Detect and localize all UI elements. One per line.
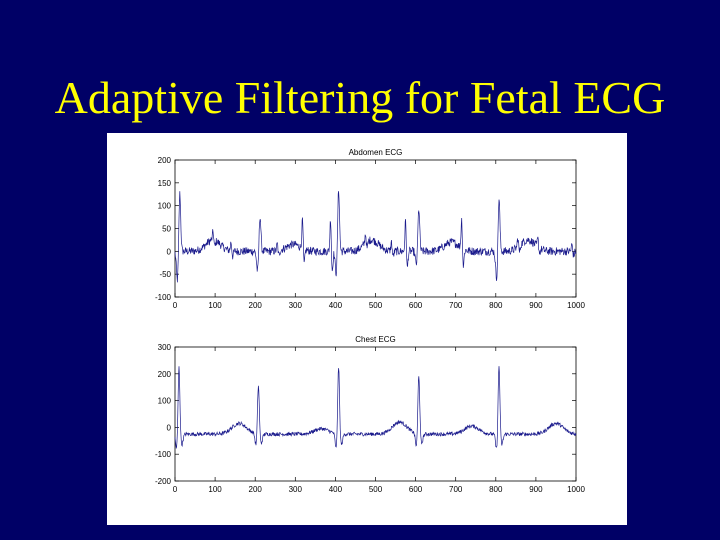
abdomen-ecg-series-line — [174, 191, 577, 283]
abdomen-y-tick-label: 200 — [158, 156, 172, 165]
chest-ecg-plot: Chest ECG 0 100 200 300 400 500 600 700 800 900 100… — [155, 335, 585, 494]
abdomen-axes-frame — [174, 159, 577, 298]
abdomen-x-tick-label: 700 — [449, 301, 463, 310]
abdomen-y-tick-label: -50 — [159, 270, 171, 279]
chest-ecg-series-line — [174, 366, 577, 450]
chest-x-tick-label: 200 — [249, 485, 263, 494]
chest-x-tick-label: 700 — [449, 485, 463, 494]
chest-x-tick-label: 400 — [329, 485, 343, 494]
chest-y-tick-label: 100 — [158, 397, 172, 406]
abdomen-x-tick-label: 100 — [208, 301, 222, 310]
chest-x-tick-label: 300 — [289, 485, 303, 494]
abdomen-x-tick-label: 300 — [289, 301, 303, 310]
chest-x-tick-label: 500 — [369, 485, 383, 494]
slide-title: Adaptive Filtering for Fetal ECG — [54, 72, 666, 123]
figure-panel: Abdomen ECG 0 100 200 300 400 500 600 700 800 900 1… — [107, 133, 627, 525]
abdomen-x-tick-label: 500 — [369, 301, 383, 310]
abdomen-x-tick-label: 1000 — [567, 301, 585, 310]
abdomen-y-tick-label: 50 — [162, 225, 171, 234]
chest-x-tick-label: 1000 — [567, 485, 585, 494]
abdomen-x-tick-label: 0 — [173, 301, 178, 310]
chest-axes-frame — [174, 346, 577, 482]
chest-y-tick-label: -200 — [155, 477, 172, 486]
abdomen-x-tick-label: 400 — [329, 301, 343, 310]
chest-x-tick-label: 0 — [173, 485, 178, 494]
chest-x-tick-label: 900 — [529, 485, 543, 494]
abdomen-x-tick-label: 600 — [409, 301, 423, 310]
abdomen-plot-title: Abdomen ECG — [349, 148, 403, 157]
chest-y-tick-label: 300 — [158, 343, 172, 352]
chest-x-tick-label: 800 — [489, 485, 503, 494]
abdomen-x-tick-label: 900 — [529, 301, 543, 310]
abdomen-y-tick-label: -100 — [155, 293, 172, 302]
chest-x-tick-label: 600 — [409, 485, 423, 494]
abdomen-y-tick-label: 0 — [167, 247, 172, 256]
chest-y-tick-label: -100 — [155, 450, 172, 459]
abdomen-y-tick-label: 150 — [158, 179, 172, 188]
chest-x-tick-label: 100 — [208, 485, 222, 494]
abdomen-y-tick-label: 100 — [158, 202, 172, 211]
abdomen-x-tick-label: 200 — [249, 301, 263, 310]
chest-plot-title: Chest ECG — [355, 335, 395, 344]
chest-y-tick-label: 200 — [158, 370, 172, 379]
abdomen-x-tick-label: 800 — [489, 301, 503, 310]
chest-y-tick-label: 0 — [167, 423, 172, 432]
